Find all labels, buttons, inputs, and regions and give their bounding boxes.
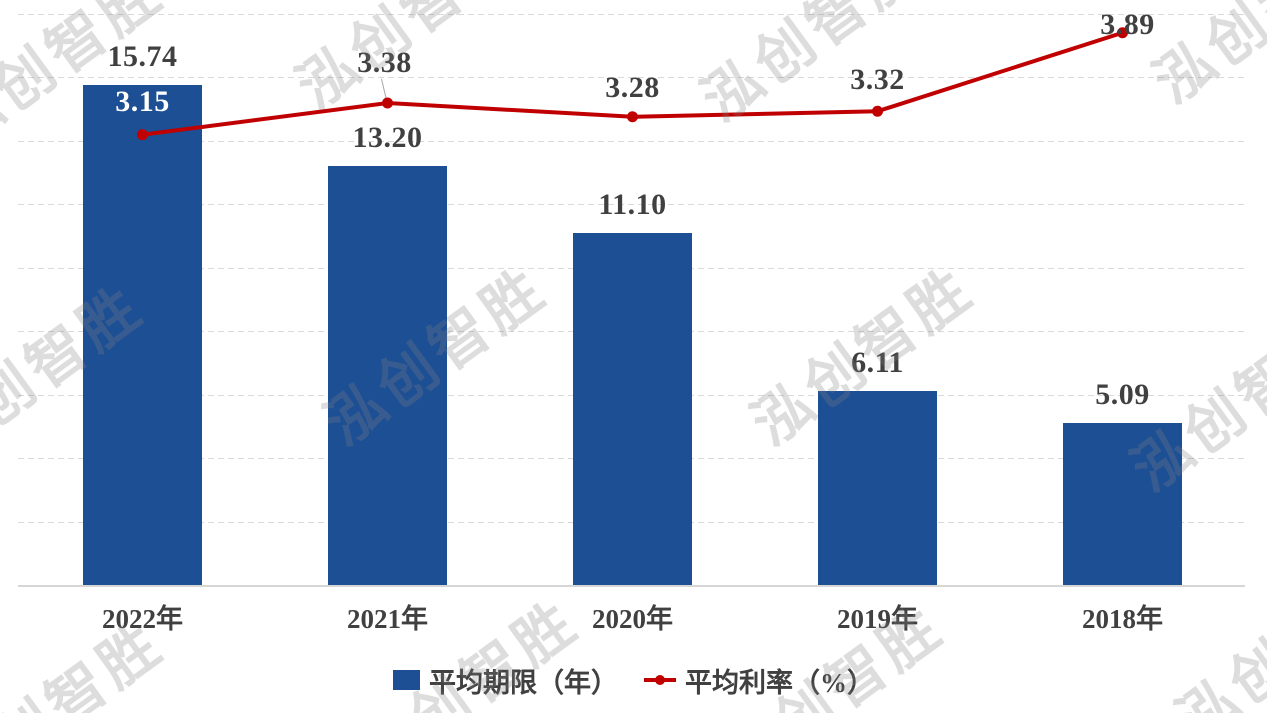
bar-value-label: 13.20	[352, 120, 423, 154]
bar-value-label: 5.09	[1095, 378, 1150, 412]
gridline	[18, 13, 1245, 15]
legend: 平均期限（年） 平均利率（%）	[0, 661, 1267, 699]
line-marker-icon	[1117, 27, 1128, 39]
legend-line-label: 平均利率（%）	[685, 667, 874, 698]
gridline	[18, 77, 1245, 78]
gridline	[18, 140, 1245, 142]
bar-value-label: 11.10	[598, 187, 667, 221]
bar-value-label: 6.11	[851, 346, 904, 379]
bar-2019年	[818, 391, 937, 585]
line-value-label: 3.28	[605, 70, 660, 104]
bar-value-label: 15.74	[107, 40, 178, 74]
x-axis-line	[18, 585, 1245, 587]
line-value-label: 3.89	[1100, 7, 1155, 41]
gridline	[18, 204, 1245, 205]
bar-2018年	[1063, 423, 1182, 585]
bar-2020年	[573, 232, 692, 585]
legend-line-dot-icon	[655, 675, 665, 685]
x-axis-label-2018年: 2018年	[1082, 604, 1163, 634]
x-axis-label-2020年: 2020年	[592, 604, 673, 634]
line-marker-icon	[137, 129, 148, 141]
x-axis-label-2021年: 2021年	[347, 604, 428, 634]
label-leader-line	[381, 78, 387, 101]
legend-bar-label: 平均期限（年）	[429, 667, 618, 698]
line-value-label: 3.38	[357, 46, 412, 79]
bar-2021年	[328, 165, 447, 585]
legend-bar-swatch-icon	[393, 670, 420, 690]
x-axis-label-2019年: 2019年	[837, 604, 918, 634]
x-axis-label-2022年: 2022年	[102, 604, 183, 634]
legend-line-swatch-icon	[644, 675, 676, 685]
line-value-label: 3.15	[115, 84, 170, 118]
bar-2022年	[83, 85, 202, 585]
line-value-label: 3.32	[850, 63, 905, 97]
line-marker-icon	[382, 97, 393, 109]
line-marker-icon	[627, 111, 638, 123]
line-marker-icon	[872, 105, 883, 117]
